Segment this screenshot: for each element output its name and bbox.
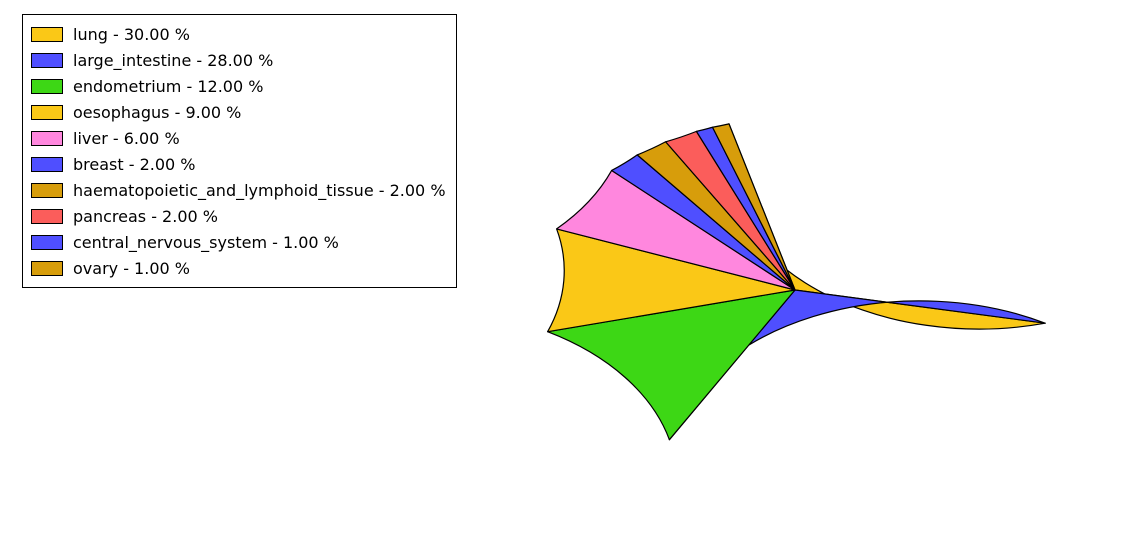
legend-label: oesophagus - 9.00 % [73,103,241,122]
legend-label: breast - 2.00 % [73,155,196,174]
legend-swatch [31,105,63,120]
legend-label: endometrium - 12.00 % [73,77,263,96]
legend-swatch [31,27,63,42]
legend-row: haematopoietic_and_lymphoid_tissue - 2.0… [31,177,446,203]
legend-label: lung - 30.00 % [73,25,190,44]
chart-container: lung - 30.00 % large_intestine - 28.00 % e… [0,0,1134,538]
pie-chart [537,115,1053,465]
legend-label: pancreas - 2.00 % [73,207,218,226]
legend-swatch [31,183,63,198]
legend-row: oesophagus - 9.00 % [31,99,446,125]
legend-row: liver - 6.00 % [31,125,446,151]
pie-wrap [537,115,1053,465]
legend-label: haematopoietic_and_lymphoid_tissue - 2.0… [73,181,446,200]
legend-label: large_intestine - 28.00 % [73,51,273,70]
legend-row: pancreas - 2.00 % [31,203,446,229]
legend-label: ovary - 1.00 % [73,259,190,278]
legend-swatch [31,261,63,276]
legend-swatch [31,157,63,172]
legend-swatch [31,79,63,94]
legend-row: breast - 2.00 % [31,151,446,177]
legend-swatch [31,209,63,224]
legend-swatch [31,131,63,146]
legend-label: liver - 6.00 % [73,129,180,148]
legend-row: ovary - 1.00 % [31,255,446,281]
legend-row: large_intestine - 28.00 % [31,47,446,73]
legend-swatch [31,235,63,250]
legend-box: lung - 30.00 % large_intestine - 28.00 % e… [22,14,457,288]
legend-swatch [31,53,63,68]
legend-row: lung - 30.00 % [31,21,446,47]
legend-row: central_nervous_system - 1.00 % [31,229,446,255]
legend-row: endometrium - 12.00 % [31,73,446,99]
legend-label: central_nervous_system - 1.00 % [73,233,339,252]
